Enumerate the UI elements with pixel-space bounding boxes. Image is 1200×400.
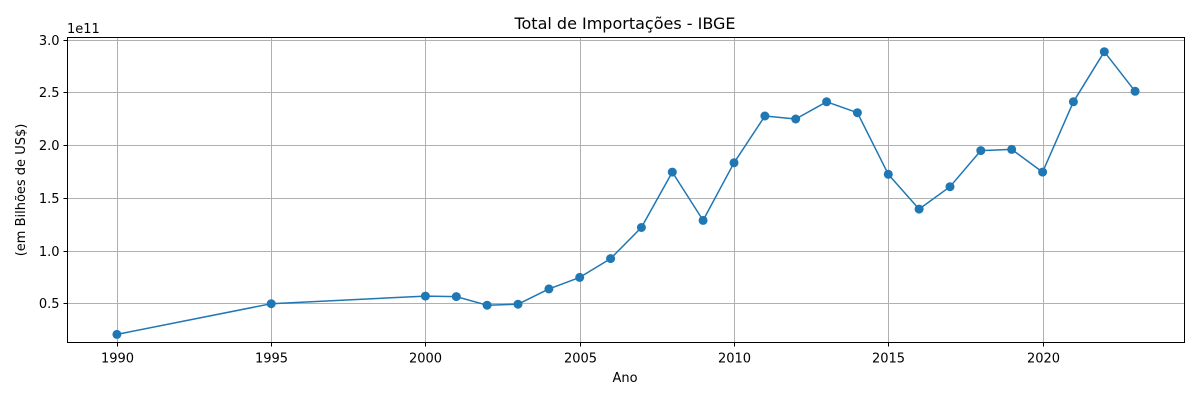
- data-point: [914, 204, 924, 214]
- data-point: [1130, 86, 1140, 96]
- series-line: [116, 50, 1136, 336]
- data-point: [1099, 47, 1109, 57]
- y-axis-title: (em Bilhões de US$): [14, 124, 29, 257]
- x-tick-label: 2020: [1027, 352, 1060, 367]
- data-point: [513, 299, 523, 309]
- y-tick-label: 2.0: [39, 139, 60, 154]
- x-tick-label: 2005: [564, 352, 597, 367]
- y-tick-label: 1.0: [39, 245, 60, 260]
- x-tick-label: 1990: [101, 352, 134, 367]
- data-point: [266, 299, 276, 309]
- x-tick-label: 1995: [255, 352, 288, 367]
- y-tick-label: 2.5: [39, 86, 60, 101]
- data-point: [636, 223, 646, 232]
- x-tick-label: 2010: [718, 352, 751, 367]
- data-point: [544, 284, 554, 294]
- data-point: [945, 182, 955, 192]
- data-point: [976, 146, 986, 156]
- ticks: 1990 1995 2000 2005 2010 2015 2020 0.5 1.0 1.5 2.0…: [39, 34, 1060, 367]
- data-point: [883, 169, 893, 179]
- data-point: [1007, 144, 1017, 154]
- data-point: [451, 292, 461, 302]
- data-point: [112, 329, 122, 339]
- data-point: [667, 167, 677, 177]
- data-point: [852, 108, 862, 118]
- plot-frame: [67, 37, 1185, 343]
- y-tick-label: 1.5: [39, 192, 60, 207]
- data-point: [822, 97, 832, 107]
- data-point: [482, 300, 492, 310]
- data-point: [791, 114, 801, 124]
- chart-title: Total de Importações - IBGE: [513, 14, 735, 33]
- x-tick-label: 2000: [409, 352, 442, 367]
- y-tick-label: 3.0: [39, 34, 60, 49]
- data-point: [760, 111, 770, 121]
- data-point: [729, 158, 739, 168]
- data-point: [1038, 167, 1048, 177]
- x-axis-title: Ano: [612, 371, 637, 386]
- data-point: [698, 215, 708, 225]
- x-tick-label: 2015: [872, 352, 905, 367]
- grid: [67, 37, 1185, 343]
- data-point: [420, 291, 430, 301]
- y-offset-label: 1e11: [67, 22, 100, 37]
- y-tick-label: 0.5: [39, 297, 60, 312]
- data-point: [575, 272, 585, 282]
- data-point: [606, 254, 616, 264]
- data-point: [1068, 97, 1078, 107]
- series-layer: [112, 47, 1140, 339]
